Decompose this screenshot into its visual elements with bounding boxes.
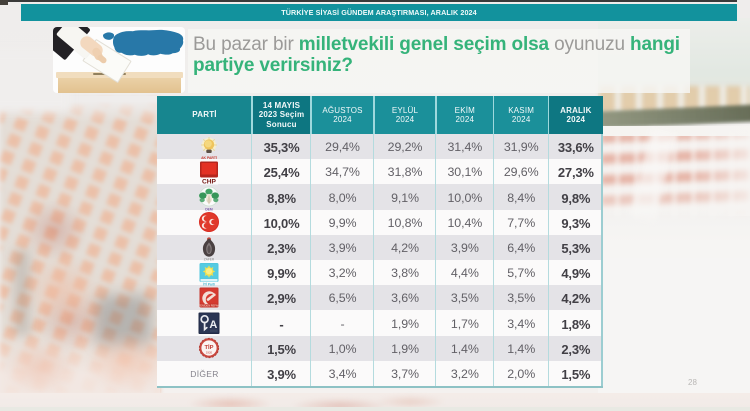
svg-text:TİP: TİP: [204, 344, 213, 351]
svg-text:YENİDEN REFAH: YENİDEN REFAH: [198, 302, 219, 307]
svg-text:AK PARTİ: AK PARTİ: [201, 156, 217, 160]
svg-text:1920: 1920: [205, 351, 212, 355]
svg-text:DEM: DEM: [205, 207, 213, 211]
svg-text:CHP: CHP: [202, 178, 217, 184]
svg-text:ZAFER: ZAFER: [203, 258, 214, 261]
svg-text:İYİ Parti: İYİ Parti: [203, 282, 215, 285]
svg-text:A: A: [209, 319, 217, 331]
